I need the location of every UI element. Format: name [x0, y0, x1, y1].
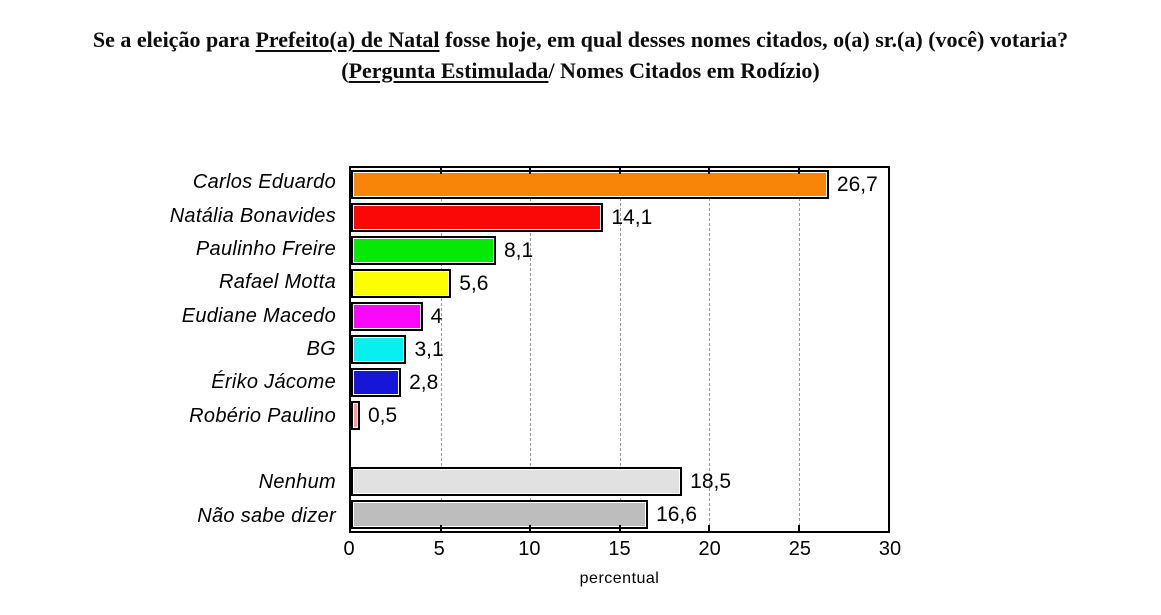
bar — [351, 302, 423, 331]
bar-fill — [354, 173, 826, 196]
value-label: 4 — [430, 304, 443, 328]
bar-fill — [354, 404, 357, 427]
x-tick-label: 25 — [788, 538, 811, 560]
x-tick-label: 30 — [878, 538, 902, 560]
chart-title-line-2: (Pergunta Estimulada/ Nomes Citados em R… — [0, 55, 1161, 86]
axis-tick — [708, 168, 710, 174]
category-label: Nenhum — [258, 471, 336, 494]
category-label: BG — [306, 337, 336, 360]
x-axis: 0 5 10 15 20 25 30 — [343, 538, 901, 564]
axis-tick — [708, 525, 710, 531]
axis-tick — [439, 525, 442, 531]
value-label: 18,5 — [690, 469, 732, 493]
bar-fill — [354, 305, 420, 328]
axis-tick — [529, 168, 531, 174]
bar-row: 26,7 — [351, 168, 888, 201]
value-label: 14,1 — [611, 205, 653, 229]
gridline-layer — [351, 168, 888, 531]
category-label: Robério Paulino — [189, 404, 336, 427]
bar-row: 5,6 — [351, 267, 888, 300]
chart-title-line-1: Se a eleição para Prefeito(a) de Natal f… — [0, 24, 1161, 55]
title-underlined-text: Prefeito(a) de Natal — [255, 27, 440, 52]
axis-tick — [618, 168, 621, 174]
axis-tick — [797, 525, 800, 531]
value-label: 3,1 — [414, 337, 444, 361]
category-label: Natália Bonavides — [169, 204, 336, 227]
bar-fill — [354, 239, 493, 262]
category-label: Ériko Jácome — [211, 371, 336, 394]
bar-fill — [354, 470, 680, 493]
x-tick-label: 0 — [343, 538, 355, 560]
bar — [351, 269, 452, 298]
category-label: Rafael Motta — [219, 271, 336, 294]
bar-row: 2,8 — [351, 366, 888, 399]
bar-row: 4 — [351, 300, 888, 333]
value-label: 16,6 — [656, 502, 697, 526]
gridline — [798, 168, 800, 531]
bar-fill — [354, 503, 646, 526]
x-axis-title: percentual — [579, 570, 660, 587]
axis-tick — [439, 168, 442, 174]
bar-row: 18,5 — [351, 465, 888, 498]
bar-fill — [354, 371, 399, 394]
tick-layer — [351, 168, 888, 531]
gridline — [619, 168, 621, 531]
gridline — [530, 168, 531, 531]
bar-row-spacer — [351, 432, 888, 465]
bar — [351, 335, 407, 364]
title-text: Se a eleição para — [92, 27, 256, 52]
bar-fill — [354, 206, 601, 229]
bar — [351, 203, 604, 232]
category-label: Não sabe dizer — [197, 504, 336, 527]
category-label: Carlos Eduardo — [192, 171, 336, 194]
bar-row: 8,1 — [351, 234, 888, 267]
axis-tick — [618, 525, 621, 531]
bar — [351, 500, 649, 529]
bar-row: 3,1 — [351, 333, 888, 366]
category-axis: Carlos Eduardo Natália Bonavides Paulinho … — [0, 166, 336, 533]
value-label: 8,1 — [503, 238, 534, 262]
title-underlined-text: Pergunta Estimulada — [348, 58, 549, 83]
bar-row: 16,6 — [351, 498, 888, 531]
bar — [351, 170, 829, 199]
chart-title: Se a eleição para Prefeito(a) de Natal f… — [0, 24, 1161, 86]
title-text: ( — [341, 58, 349, 83]
bar-fill — [354, 272, 449, 295]
x-tick-label: 5 — [433, 538, 445, 560]
value-label: 2,8 — [409, 370, 439, 394]
axis-tick — [797, 168, 800, 174]
gridline — [709, 168, 710, 531]
category-spacer — [0, 433, 336, 466]
category-label: Eudiane Macedo — [181, 304, 336, 327]
bar — [351, 368, 402, 397]
bar — [351, 467, 683, 496]
title-text: fosse hoje, em qual desses nomes citados… — [439, 27, 1069, 52]
x-tick-label: 15 — [608, 538, 631, 560]
x-tick-label: 20 — [698, 538, 721, 560]
title-text: / Nomes Citados em Rodízio) — [548, 58, 820, 83]
bar — [351, 236, 496, 265]
bar-fill — [354, 338, 404, 361]
category-label: Paulinho Freire — [195, 237, 336, 260]
value-label: 0,5 — [367, 403, 398, 427]
bar-row: 14,1 — [351, 201, 888, 234]
axis-tick — [529, 525, 531, 531]
plot-area: 26,7 14,1 8,1 5,6 4 3,1 2,8 0,5 18,5 16,6 — [349, 166, 890, 533]
gridline — [440, 168, 442, 531]
bar — [351, 401, 360, 430]
x-tick-label: 10 — [518, 538, 541, 560]
value-label: 26,7 — [836, 172, 878, 196]
value-label: 5,6 — [459, 271, 489, 295]
bar-rows: 26,7 14,1 8,1 5,6 4 3,1 2,8 0,5 18,5 16,6 — [351, 168, 888, 531]
bar-row: 0,5 — [351, 399, 888, 432]
